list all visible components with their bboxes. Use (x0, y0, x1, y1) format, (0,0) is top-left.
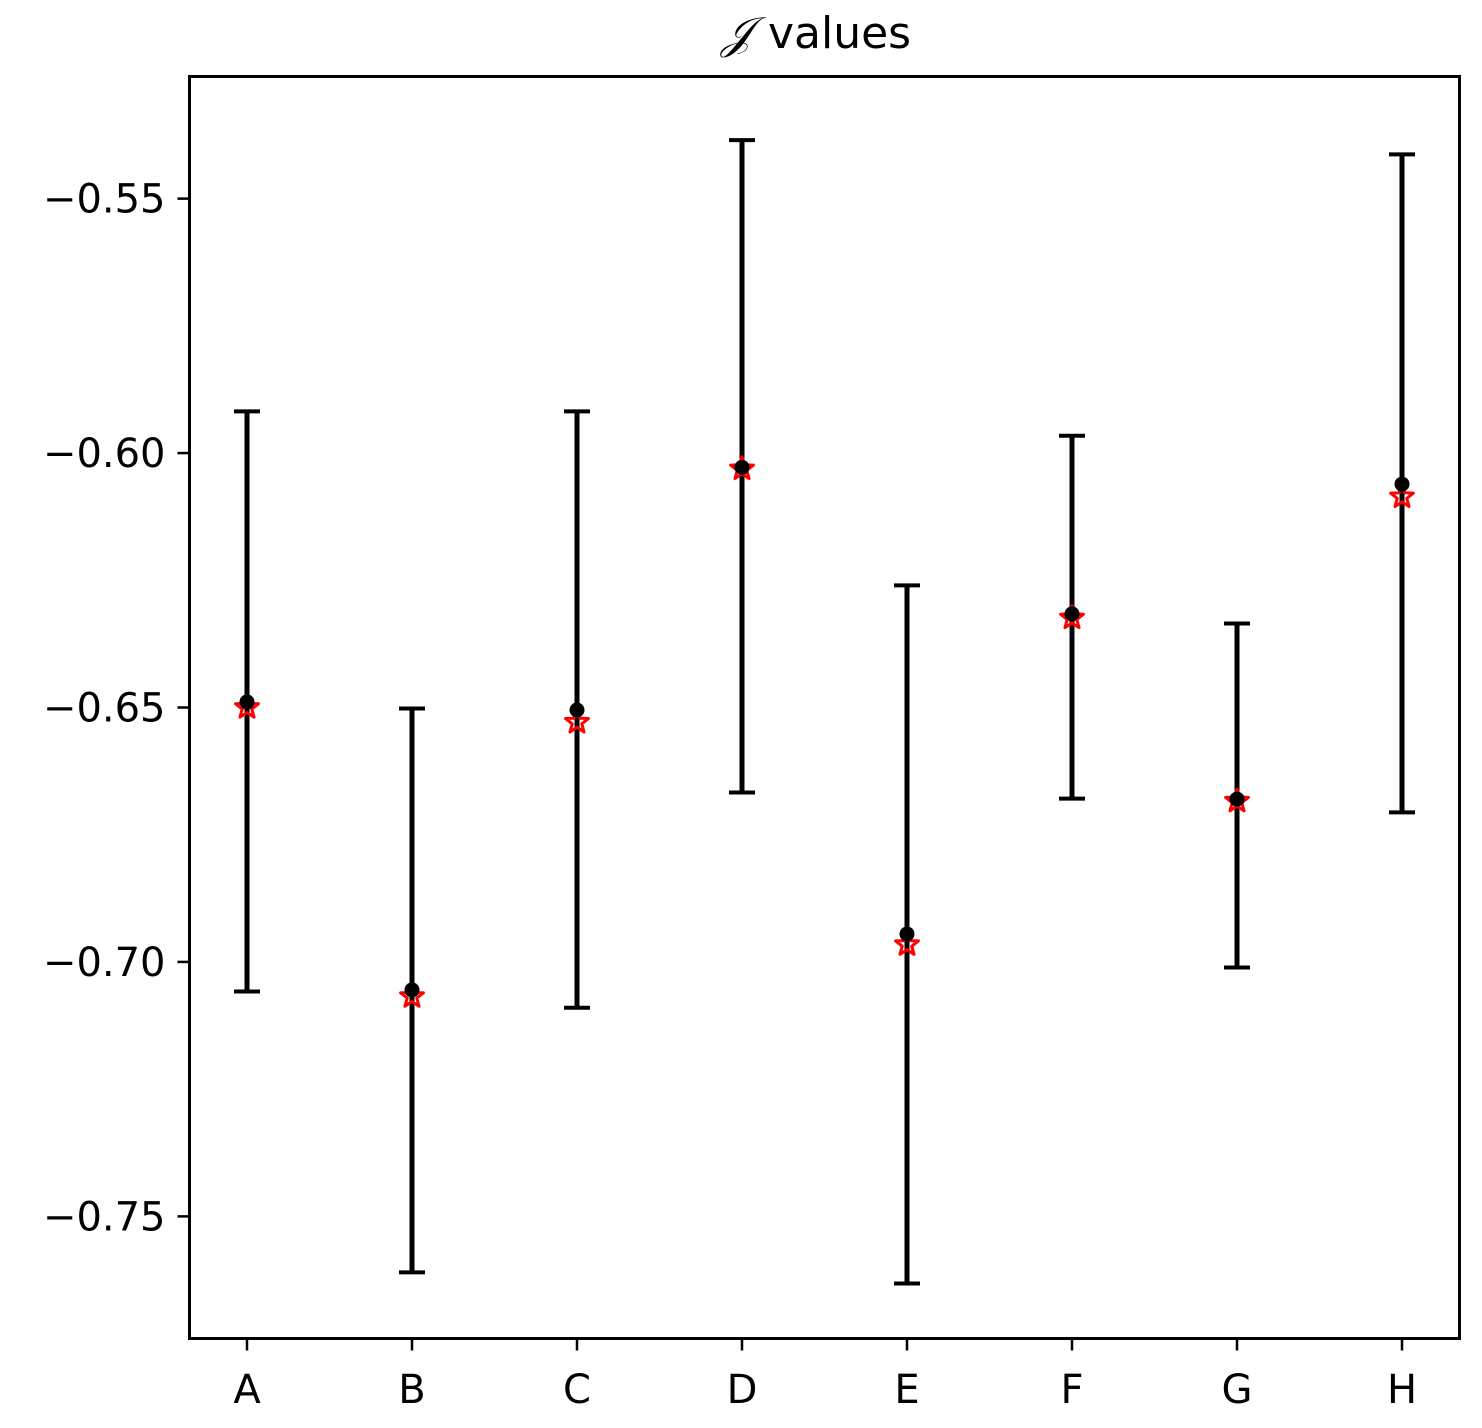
chart-title: 𝒥 values (720, 8, 911, 59)
y-axis: −0.55 −0.60 −0.65 −0.70 −0.75 (43, 177, 190, 1240)
y-tick-label: −0.60 (43, 431, 166, 477)
y-tick-label: −0.55 (43, 177, 166, 223)
reference-star-marker (564, 708, 590, 734)
mean-point (569, 702, 585, 718)
mean-point (1064, 606, 1080, 622)
x-tick-label: C (563, 1367, 591, 1413)
x-axis: A B C D E F G H (233, 1338, 1417, 1413)
mean-point (734, 459, 750, 475)
plot-frame (188, 75, 1461, 1340)
x-tick-label: H (1387, 1367, 1417, 1413)
x-tick-label: E (894, 1367, 919, 1413)
x-tick-label: F (1060, 1367, 1083, 1413)
reference-star-marker (894, 931, 920, 956)
mean-point (1229, 791, 1245, 807)
chart-title-text: values (768, 8, 911, 59)
chart-marks (234, 138, 1415, 1286)
y-tick-label: −0.70 (43, 940, 166, 986)
mean-point (899, 926, 915, 942)
chart-title-symbol: 𝒥 (720, 8, 767, 59)
mean-point (239, 694, 255, 710)
x-tick-label: G (1222, 1367, 1253, 1413)
reference-star-marker (399, 983, 425, 1008)
mean-point (404, 982, 420, 998)
x-tick-label: D (727, 1367, 758, 1413)
mean-point (1394, 476, 1410, 492)
reference-star-marker (1059, 604, 1085, 630)
y-tick-label: −0.65 (43, 686, 166, 732)
reference-star-marker (234, 694, 260, 719)
y-tick-label: −0.75 (43, 1194, 166, 1240)
x-tick-label: A (233, 1367, 261, 1413)
x-tick-label: B (398, 1367, 425, 1413)
reference-star-marker (1389, 483, 1415, 509)
